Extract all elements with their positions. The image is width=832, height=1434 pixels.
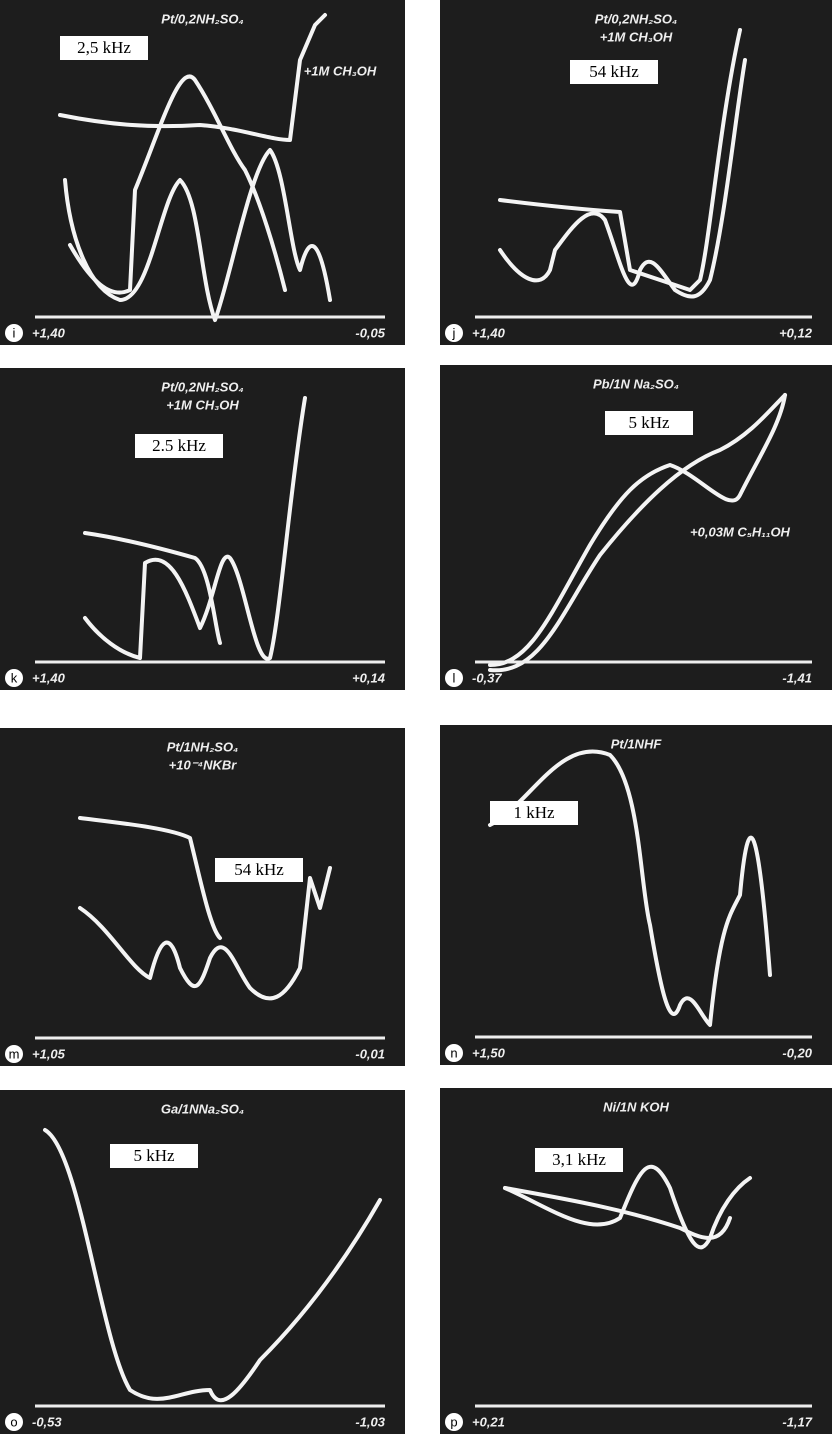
panel-title: Pt/0,2NH₂SO₄ xyxy=(595,11,677,26)
right-potential: -1,17 xyxy=(782,1414,812,1429)
panel-letter: n xyxy=(450,1045,457,1060)
panel-title: +1M CH₃OH xyxy=(600,29,673,44)
panel-title: Pt/0,2NH₂SO₄ xyxy=(161,11,243,26)
right-potential: +0,12 xyxy=(779,325,813,340)
left-potential: -0,37 xyxy=(472,670,502,685)
figure: Pt/0,2NH₂SO₄2,5 kHz+1M CH₃OHi+1,40-0,05P… xyxy=(0,0,832,1434)
panel: Pt/1NH₂SO₄ +10⁻⁴NKBr 54 kHz m +1,05 -0,01 xyxy=(0,728,405,1066)
left-potential: +1,40 xyxy=(32,325,66,340)
panel-title: Pt/0,2NH₂SO₄ xyxy=(161,379,243,394)
frequency-label: 54 kHz xyxy=(589,62,639,81)
frequency-label: 54 kHz xyxy=(234,860,284,879)
panel-title: Pt/1NHF xyxy=(611,736,663,751)
right-potential: -0,05 xyxy=(355,325,385,340)
frequency-label: 5 kHz xyxy=(133,1146,175,1165)
frequency-label: 1 kHz xyxy=(513,803,555,822)
panel: Pt/1NHF 1 kHz n +1,50 -0,20 xyxy=(440,725,832,1065)
panel-title: Ni/1N KOH xyxy=(603,1099,669,1114)
panel-background xyxy=(440,1088,832,1434)
right-potential: +0,14 xyxy=(352,670,386,685)
panel-letter: l xyxy=(453,670,456,685)
panel-letter: m xyxy=(9,1046,20,1061)
panel: Pt/0,2NH₂SO₄ +1M CH₃OH 54 kHz j +1,40 +0,12 xyxy=(440,0,832,345)
frequency-label: 2,5 kHz xyxy=(77,38,131,57)
left-potential: +1,05 xyxy=(32,1046,66,1061)
right-potential: -1,03 xyxy=(355,1414,385,1429)
panel-title: +1M CH₃OH xyxy=(166,397,239,412)
right-potential: -0,01 xyxy=(355,1046,385,1061)
panel-background xyxy=(440,0,832,345)
panel: Pt/0,2NH₂SO₄ +1M CH₃OH 2.5 kHz k +1,40 +0,14 xyxy=(0,368,405,690)
left-potential: +1,50 xyxy=(472,1045,506,1060)
panel-letter: j xyxy=(452,325,456,340)
panel-letter: k xyxy=(11,670,18,685)
panel: Pt/0,2NH₂SO₄ 2,5 kHz +1M CH₃OH i +1,40 -0,05 xyxy=(0,0,405,345)
frequency-label: 3,1 kHz xyxy=(552,1150,606,1169)
left-potential: -0,53 xyxy=(32,1414,62,1429)
panel-title: Ga/1NNa₂SO₄ xyxy=(161,1101,244,1116)
panel-background xyxy=(0,1090,405,1434)
panel-letter: p xyxy=(450,1414,457,1429)
annotation: +1M CH₃OH xyxy=(304,63,377,78)
panel: Pb/1N Na₂SO₄ 5 kHz +0,03M C₅H₁₁OH l -0,37 -1,… xyxy=(440,365,832,690)
right-potential: -1,41 xyxy=(782,670,812,685)
panel-background xyxy=(440,725,832,1065)
panel-title: +10⁻⁴NKBr xyxy=(169,757,238,772)
frequency-label: 2.5 kHz xyxy=(152,436,206,455)
panel: Ni/1N KOH 3,1 kHz p +0,21 -1,17 xyxy=(440,1088,832,1434)
panel-letter: i xyxy=(13,325,16,340)
left-potential: +1,40 xyxy=(472,325,506,340)
left-potential: +0,21 xyxy=(472,1414,505,1429)
right-potential: -0,20 xyxy=(782,1045,812,1060)
left-potential: +1,40 xyxy=(32,670,66,685)
annotation: +0,03M C₅H₁₁OH xyxy=(690,524,791,539)
panel-title: Pb/1N Na₂SO₄ xyxy=(593,376,679,391)
panel-background xyxy=(0,368,405,690)
panel-letter: o xyxy=(10,1414,17,1429)
panel: Ga/1NNa₂SO₄ 5 kHz o -0,53 -1,03 xyxy=(0,1090,405,1434)
frequency-label: 5 kHz xyxy=(628,413,670,432)
panel-title: Pt/1NH₂SO₄ xyxy=(167,739,239,754)
